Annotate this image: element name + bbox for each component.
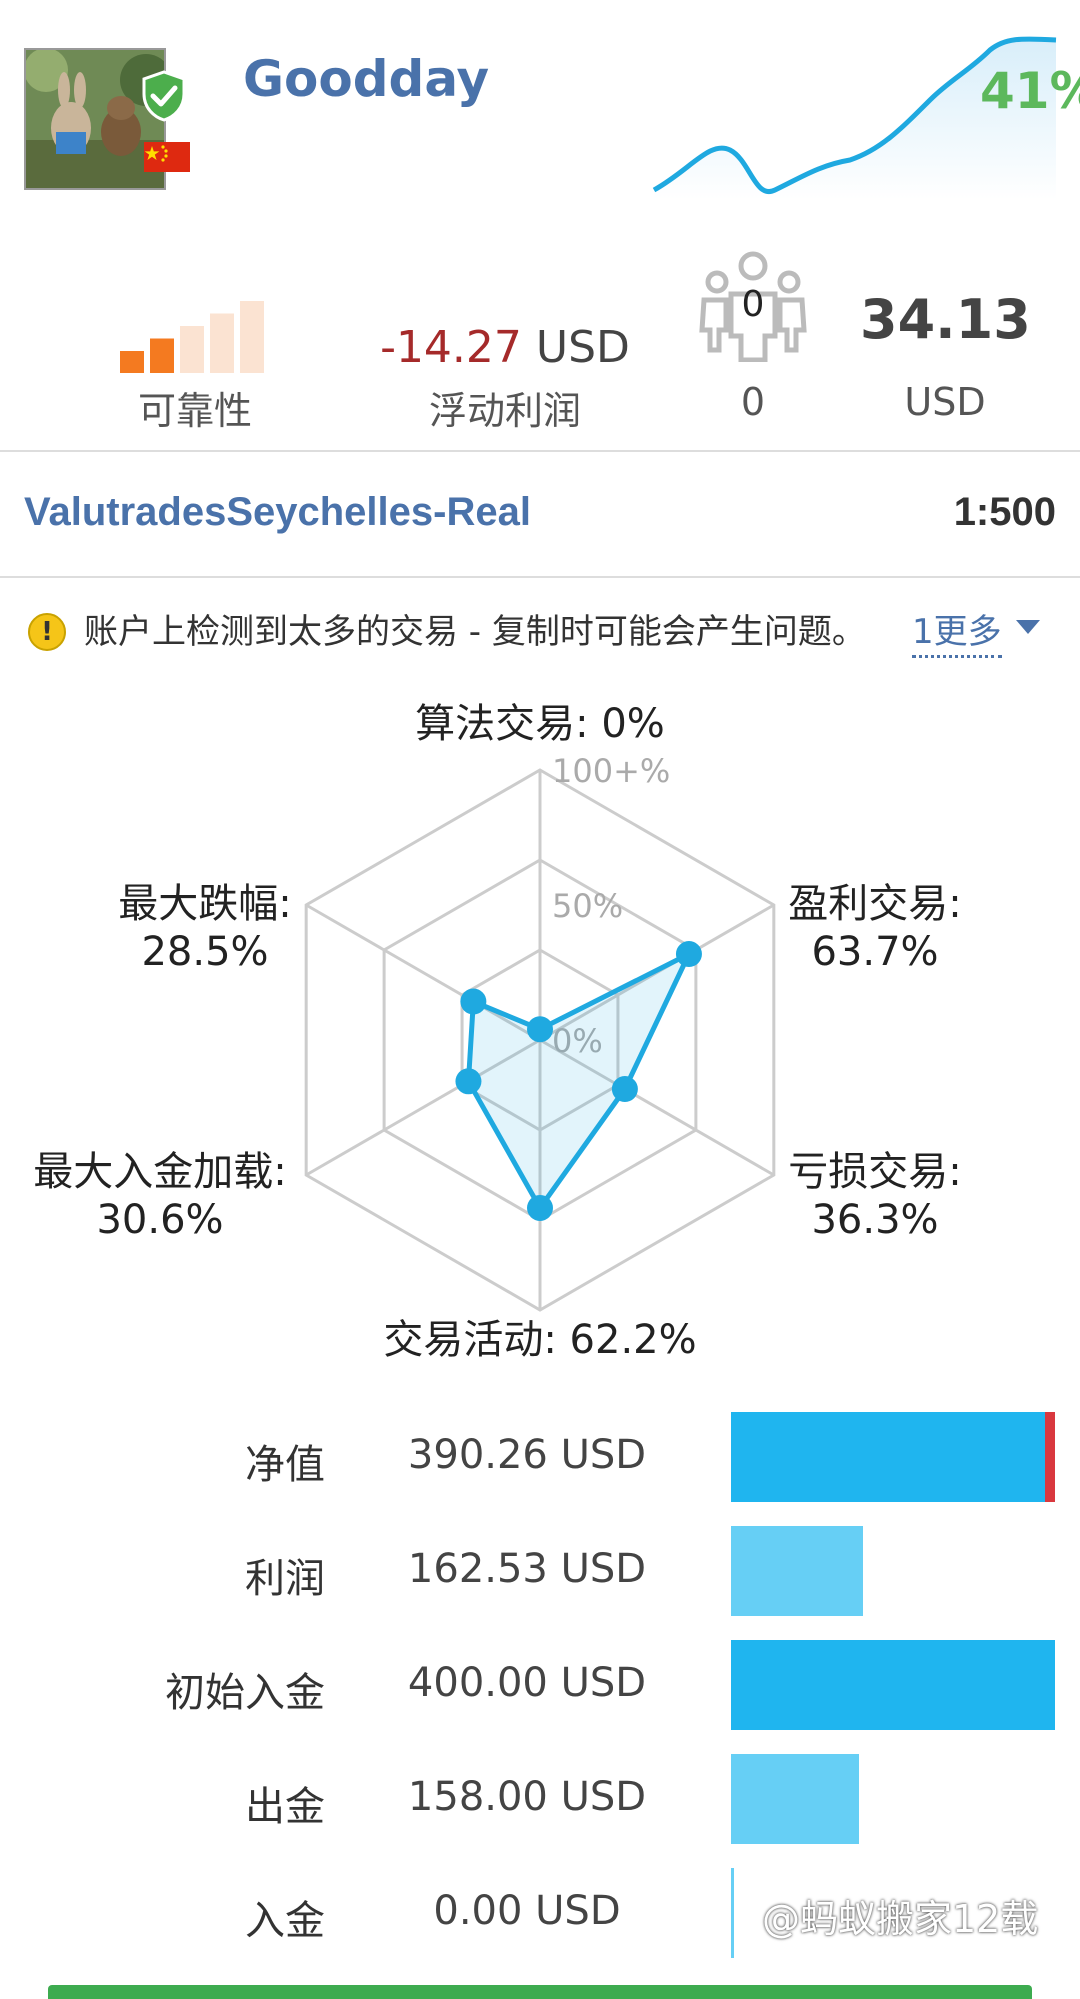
balance-bar[interactable] <box>731 1412 1048 1502</box>
radar-label-profit-trades: 盈利交易: 63.7% <box>740 880 1010 976</box>
divider <box>0 576 1080 578</box>
balance-value: 162.53 USD <box>407 1546 647 1592</box>
radar-tick-label: 0% <box>552 1022 603 1060</box>
warning-icon: ! <box>28 613 66 651</box>
balance-bar-marker <box>1045 1412 1056 1502</box>
radar-label-max-drawdown-title: 最大跌幅: <box>118 881 292 927</box>
subscribers-icon[interactable] <box>694 250 812 366</box>
reliability-bar <box>240 301 264 373</box>
floating-profit-value: -14.27 USD <box>360 322 650 373</box>
balance-bar[interactable] <box>731 1754 859 1844</box>
radar-label-max-drawdown-value: 28.5% <box>141 929 269 975</box>
warning-more-link[interactable]: 1更多 <box>912 604 1002 658</box>
radar-tick-label: 50% <box>552 887 623 925</box>
balance-label: 出金 <box>245 1784 325 1830</box>
avatar[interactable] <box>24 48 166 190</box>
copy-button[interactable] <box>48 1985 1032 1999</box>
reliability-label: 可靠性 <box>137 389 252 433</box>
radar-label-max-deposit-load: 最大入金加载: 30.6% <box>20 1148 300 1244</box>
balance-label: 初始入金 <box>165 1670 325 1716</box>
reliability-bar <box>120 351 144 373</box>
radar-point[interactable] <box>675 941 702 968</box>
radar-point[interactable] <box>611 1076 638 1103</box>
balance-list: 净值 390.26 USD 利润 162.53 USD 初始入金 400.00 USD 出金… <box>0 1412 1080 1972</box>
balance-value: 158.00 USD <box>407 1774 647 1820</box>
radar-axis-line <box>305 1038 541 1177</box>
watermark: @蚂蚁搬家12载 <box>762 1897 1039 1941</box>
reliability-bar <box>210 313 234 373</box>
balance-bar[interactable] <box>731 1526 863 1616</box>
radar-label-algo: 算法交易: 0% <box>415 701 665 747</box>
balance-label: 净值 <box>245 1442 325 1488</box>
reliability-bars[interactable] <box>120 298 270 377</box>
check-shield-icon <box>140 70 188 126</box>
equity-value: 34.13 <box>860 288 1031 351</box>
server-name[interactable]: ValutradesSeychelles-Real <box>24 490 531 534</box>
radar-point[interactable] <box>460 988 487 1015</box>
warning-text: 账户上检测到太多的交易 - 复制时可能会产生问题。 <box>84 612 866 652</box>
radar-label-profit-trades-value: 63.7% <box>811 929 939 975</box>
growth-percent: 41% <box>980 62 1080 120</box>
radar-label-loss-trades: 亏损交易: 36.3% <box>740 1148 1010 1244</box>
radar-tick-label: 100+% <box>552 752 670 790</box>
radar-axis-line <box>305 903 541 1042</box>
balance-value: 400.00 USD <box>407 1660 647 1706</box>
reliability-bar <box>150 338 174 373</box>
reliability-bar <box>180 326 204 373</box>
radar-label-loss-trades-value: 36.3% <box>811 1197 939 1243</box>
balance-bar[interactable] <box>731 1868 734 1958</box>
radar-axis-line <box>539 1038 775 1177</box>
radar-label-loss-trades-title: 亏损交易: <box>788 1149 962 1195</box>
radar-label-max-deposit-load-title: 最大入金加载: <box>33 1149 287 1195</box>
radar-series-area <box>465 951 692 1211</box>
radar-point[interactable] <box>527 1194 553 1221</box>
subscribers-count: 0 <box>740 380 766 424</box>
equity-unit: USD <box>904 380 986 424</box>
china-flag-icon <box>144 142 190 176</box>
radar-point[interactable] <box>527 1016 553 1043</box>
growth-sparkline[interactable] <box>650 30 1060 200</box>
trader-name[interactable]: Goodday <box>243 50 490 108</box>
floating-profit-amount: -14.27 <box>380 322 522 373</box>
floating-profit-label: 浮动利润 <box>428 389 581 433</box>
radar-point[interactable] <box>455 1068 482 1095</box>
subscribers-icon-count: 0 <box>741 284 765 325</box>
balance-value: 390.26 USD <box>407 1432 647 1478</box>
leverage: 1:500 <box>953 490 1056 534</box>
divider <box>0 450 1080 452</box>
floating-profit-unit: USD <box>535 322 630 373</box>
balance-bar[interactable] <box>731 1640 1055 1730</box>
radar-label-max-drawdown: 最大跌幅: 28.5% <box>70 880 340 976</box>
radar-label-activity: 交易活动: 62.2% <box>383 1317 697 1363</box>
radar-label-profit-trades-title: 盈利交易: <box>788 881 962 927</box>
balance-label: 利润 <box>245 1556 325 1602</box>
radar-label-max-deposit-load-value: 30.6% <box>96 1197 224 1243</box>
chevron-down-icon[interactable] <box>1016 620 1040 634</box>
balance-label: 入金 <box>245 1898 325 1944</box>
balance-value: 0.00 USD <box>433 1888 621 1934</box>
radar-chart: 0% 50% 100+% <box>304 752 776 1312</box>
